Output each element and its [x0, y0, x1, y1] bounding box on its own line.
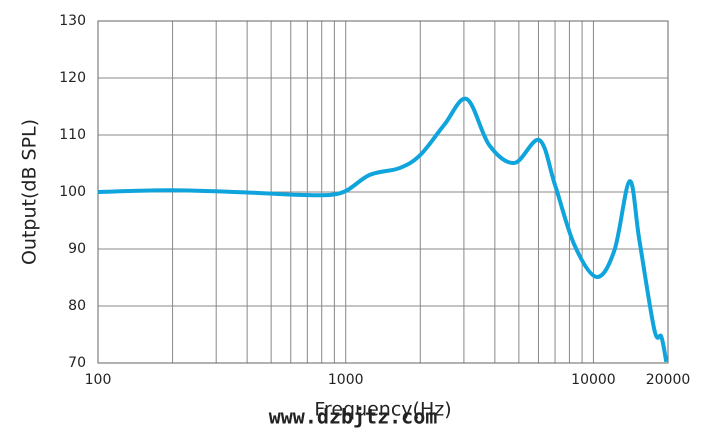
y-tick-label: 70: [68, 355, 86, 371]
y-tick-label: 130: [59, 13, 86, 29]
x-axis-title: Frequency(Hz): [314, 399, 451, 421]
y-axis-title: Output(dB SPL): [19, 119, 41, 265]
response-curve: [97, 96, 669, 363]
y-tick-label: 110: [59, 127, 86, 143]
x-tick-label: 1000: [328, 372, 364, 388]
y-tick-label: 80: [68, 298, 86, 314]
y-tick-label: 90: [68, 241, 86, 257]
x-tick-label: 100: [85, 372, 112, 388]
watermark: www.dzbjtz.com: [269, 405, 438, 429]
x-tick-label: 10000: [571, 372, 616, 388]
y-tick-label: 120: [59, 70, 86, 86]
x-tick-label: 20000: [646, 372, 691, 388]
y-tick-label: 100: [59, 184, 86, 200]
